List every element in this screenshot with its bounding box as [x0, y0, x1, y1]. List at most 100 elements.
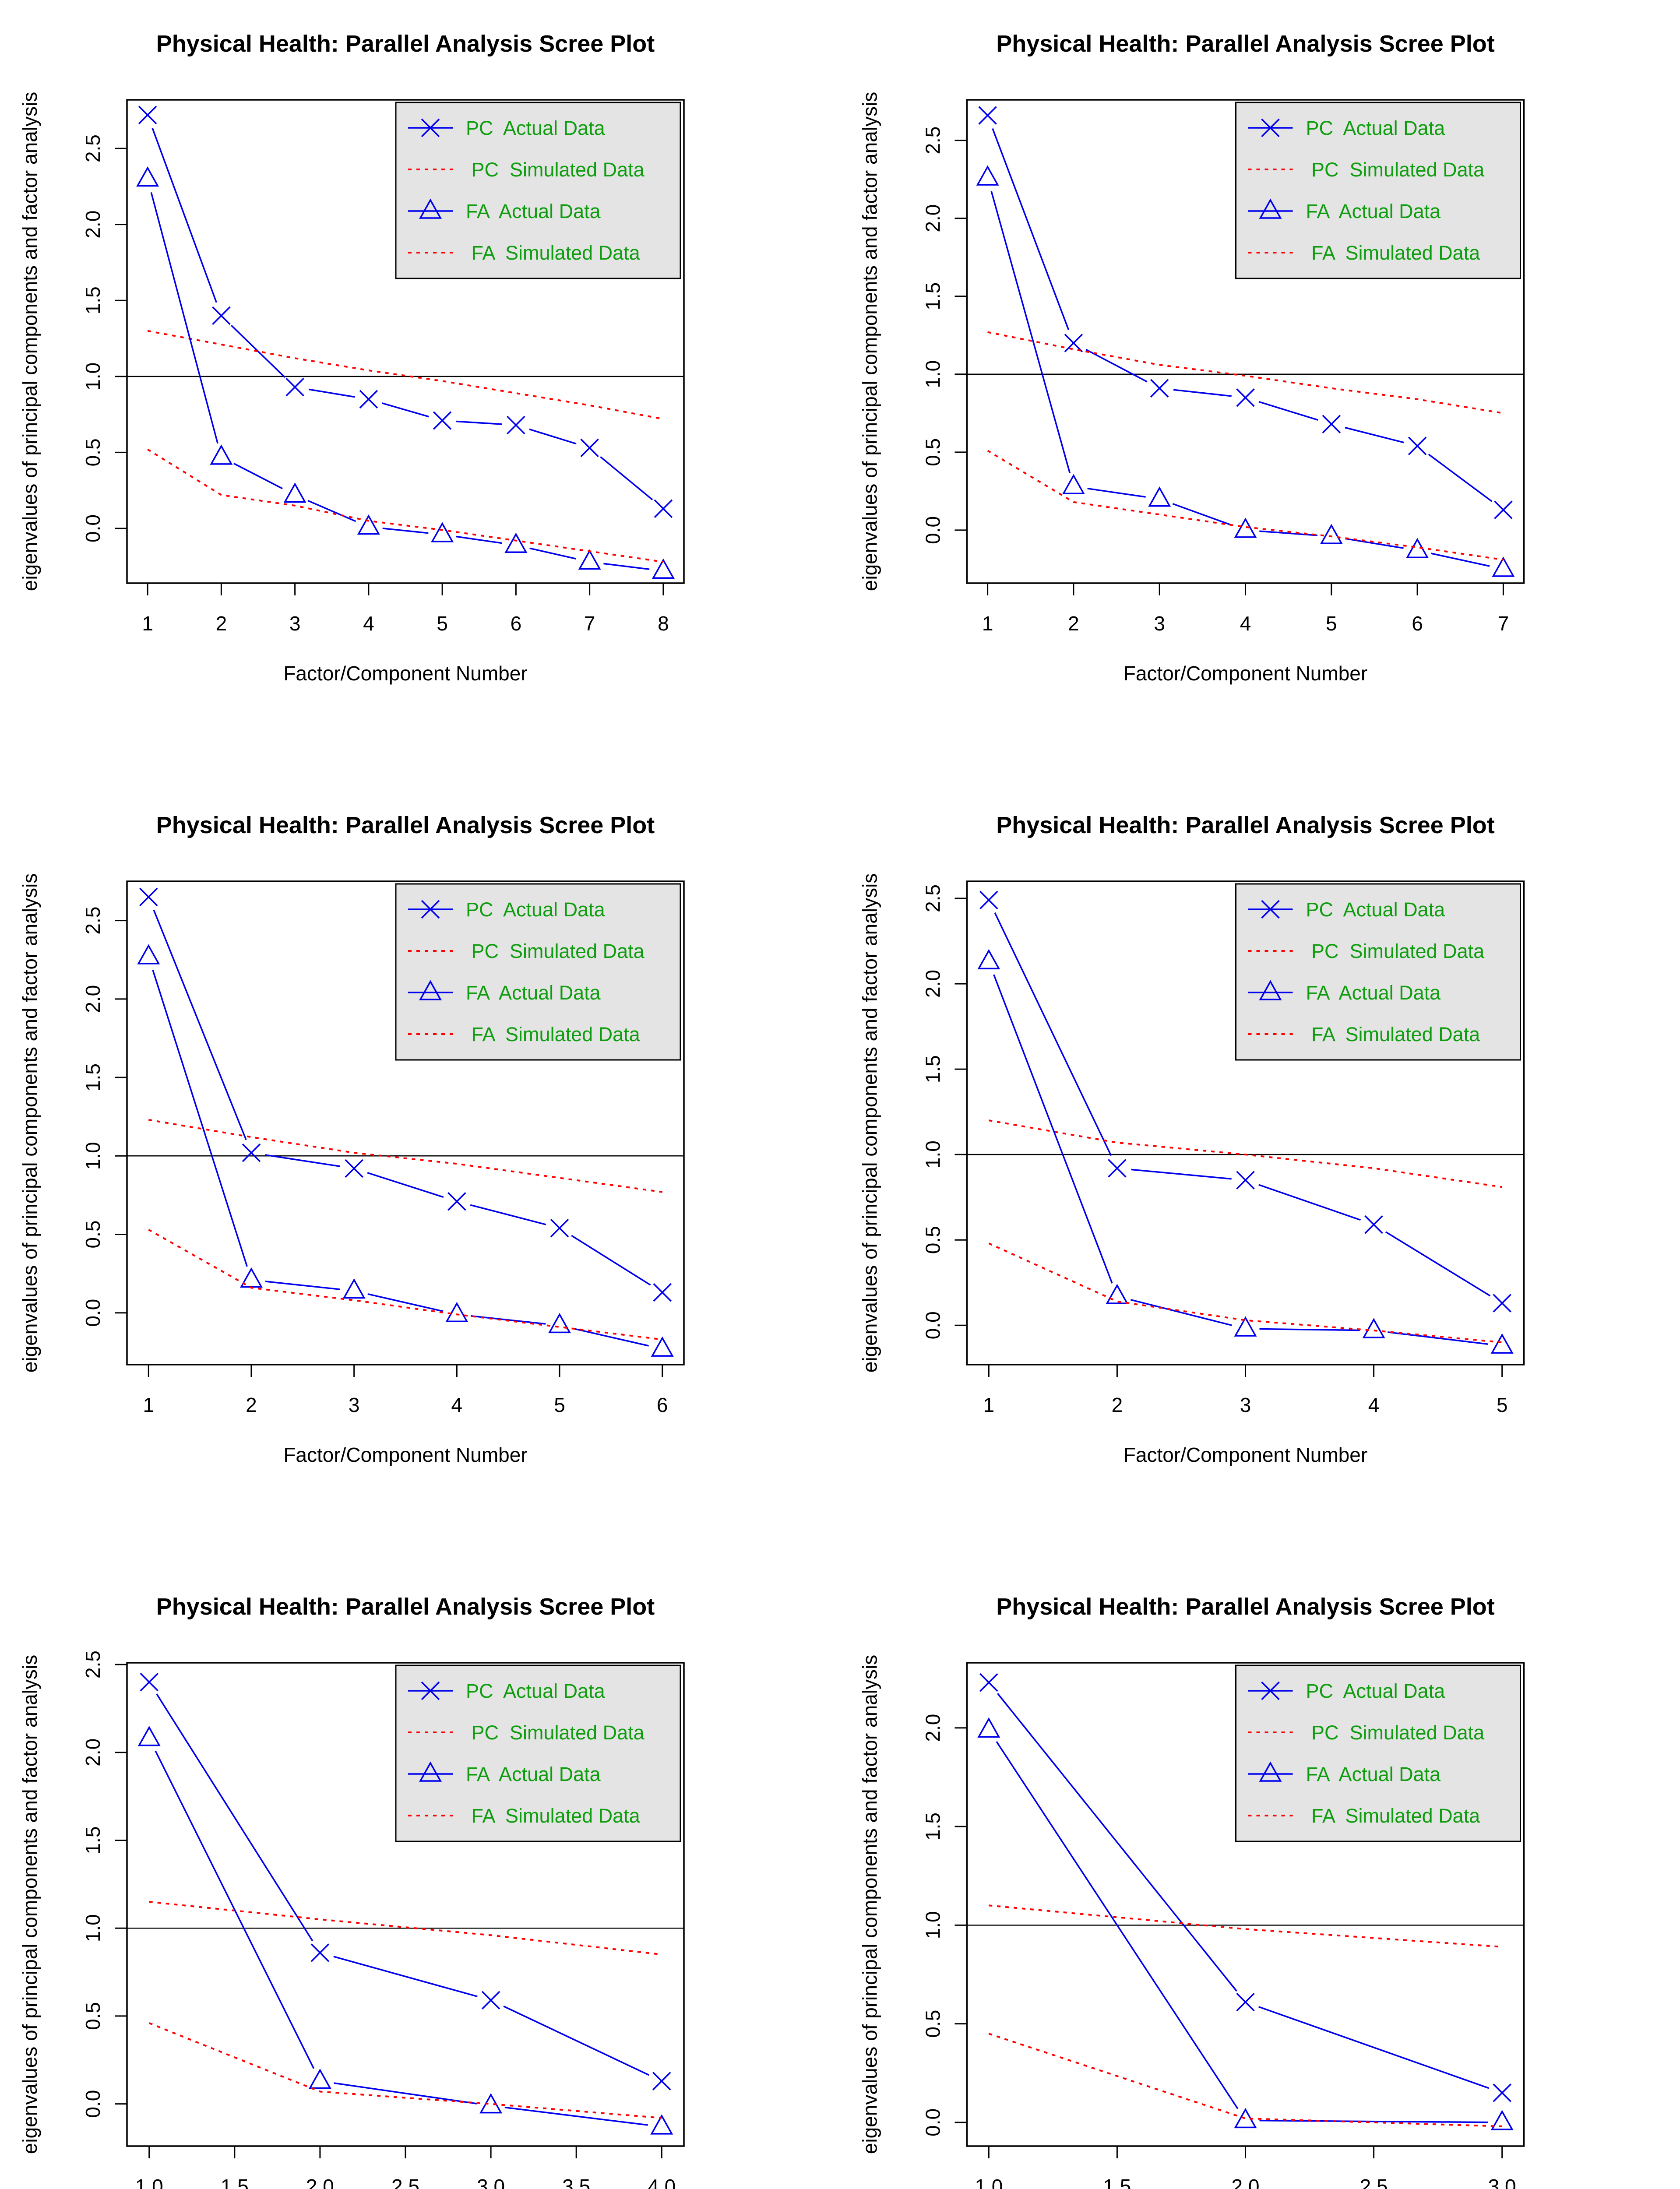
triangle-marker-fa-actual-data — [357, 514, 380, 535]
series-line-pc-simulated-data — [988, 1119, 1502, 1188]
y-tick-label: 1.5 — [922, 282, 944, 310]
x-tick-label: 7 — [1498, 612, 1509, 635]
triangle-marker-fa-actual-data — [1406, 538, 1429, 558]
x-marker-pc-actual-data — [507, 415, 525, 435]
plot-area-border — [966, 1662, 1525, 2147]
x-tick-label: 1 — [142, 612, 153, 635]
x-tick-label: 3 — [1240, 1394, 1251, 1416]
legend-label-fa-simulated-data: FA Simulated Data — [1306, 1023, 1481, 1045]
scree-plot-cell-4: Physical Health: Parallel Analysis Scree… — [840, 781, 1680, 1563]
series-segment-pc-actual-data — [470, 1204, 546, 1225]
y-tick-label: 2.5 — [922, 884, 944, 912]
series-segment-pc-actual-data — [600, 456, 653, 500]
legend-label-pc-actual-data: PC Actual Data — [466, 117, 606, 139]
legend: PC Actual Data PC Simulated Data FA Actua… — [1235, 1665, 1521, 1842]
triangle-marker-fa-actual-data — [137, 1726, 161, 1746]
legend: PC Actual Data PC Simulated Data FA Actua… — [395, 1665, 681, 1842]
x-tick-label: 1.0 — [135, 2175, 163, 2189]
series-fa-actual-data — [136, 166, 675, 579]
legend: PC Actual Data PC Simulated Data FA Actua… — [395, 883, 681, 1061]
scree-plot-svg-4-factors: Physical Health: Parallel Analysis Scree… — [18, 1594, 685, 2189]
scree-plot-cell-6: Physical Health: Parallel Analysis Scree… — [840, 1563, 1680, 2189]
series-segment-pc-actual-data — [1085, 348, 1148, 383]
series-segment-pc-actual-data — [1131, 1168, 1232, 1180]
series-segment-pc-actual-data — [308, 388, 355, 398]
series-line-fa-simulated-data — [988, 1242, 1502, 1344]
x-tick-label: 2 — [246, 1394, 257, 1416]
y-tick-label: 0.0 — [922, 1311, 944, 1339]
y-tick-label: 1.5 — [81, 286, 104, 314]
y-axis-label: eigenvalues of principal components and … — [859, 92, 881, 591]
x-tick-label: 3 — [289, 612, 301, 635]
y-axis-label: eigenvalues of principal components and … — [859, 1655, 881, 2154]
y-tick-label: 2.0 — [922, 1714, 944, 1742]
x-tick-label: 2.0 — [1232, 2175, 1260, 2189]
triangle-marker-fa-actual-data — [308, 2068, 331, 2089]
series-segment-pc-actual-data — [265, 1154, 341, 1167]
series-segment-fa-actual-data — [265, 1281, 341, 1290]
series-pc-actual-data — [979, 1673, 1511, 2102]
x-marker-pc-actual-data — [652, 2072, 671, 2090]
y-axis-label: eigenvalues of principal components and … — [859, 873, 881, 1373]
legend-label-fa-actual-data: FA Actual Data — [466, 1763, 601, 1785]
y-tick-label: 1.5 — [922, 1812, 944, 1841]
y-axis-label: eigenvalues of principal components and … — [18, 1655, 41, 2154]
triangle-marker-fa-actual-data — [977, 1717, 1000, 1738]
series-fa-simulated-data — [987, 450, 1504, 561]
x-axis-label: Factor/Component Number — [1124, 1443, 1367, 1466]
legend-box — [395, 1665, 681, 1842]
x-marker-legend-pc-actual-data — [421, 1681, 440, 1700]
y-tick-label: 2.0 — [922, 204, 944, 232]
y-tick-label: 1.0 — [922, 1911, 944, 1939]
y-tick-label: 0.0 — [922, 2108, 944, 2136]
x-tick-label: 5 — [437, 612, 448, 635]
series-segment-pc-actual-data — [333, 1956, 478, 1997]
triangle-marker-legend-fa-actual-data — [419, 980, 442, 1000]
series-line-fa-simulated-data — [147, 448, 664, 563]
chart-title: Physical Health: Parallel Analysis Scree… — [996, 31, 1495, 57]
series-fa-simulated-data — [988, 1242, 1502, 1344]
series-segment-pc-actual-data — [1345, 426, 1404, 443]
x-marker-pc-actual-data — [1236, 1171, 1255, 1190]
y-tick-label: 0.0 — [81, 514, 104, 542]
x-axis-label: Factor/Component Number — [283, 1443, 527, 1466]
series-segment-pc-actual-data — [1428, 454, 1493, 502]
series-line-fa-simulated-data — [987, 450, 1504, 561]
series-segment-fa-actual-data — [996, 1741, 1239, 2109]
series-segment-fa-actual-data — [573, 1327, 649, 1347]
series-pc-simulated-data — [987, 331, 1504, 414]
triangle-marker-fa-actual-data — [136, 166, 159, 187]
x-marker-pc-actual-data — [1364, 1215, 1383, 1234]
y-tick-label: 1.0 — [922, 360, 944, 388]
x-tick-label: 2.0 — [306, 2175, 334, 2189]
series-segment-pc-actual-data — [382, 402, 429, 418]
legend-label-pc-actual-data: PC Actual Data — [1306, 117, 1446, 139]
triangle-marker-fa-actual-data — [976, 165, 999, 186]
y-tick-label: 0.5 — [81, 2002, 104, 2030]
legend-label-fa-actual-data: FA Actual Data — [466, 200, 601, 222]
triangle-marker-fa-actual-data — [1320, 524, 1343, 544]
series-segment-fa-actual-data — [529, 547, 576, 560]
legend-label-pc-simulated-data: PC Simulated Data — [466, 940, 645, 962]
series-line-fa-simulated-data — [988, 2033, 1502, 2127]
x-tick-label: 6 — [657, 1394, 668, 1416]
x-marker-pc-actual-data — [1408, 436, 1427, 455]
scree-plot-svg-8-factors: Physical Health: Parallel Analysis Scree… — [18, 31, 685, 685]
series-segment-fa-actual-data — [367, 1293, 444, 1312]
legend-label-fa-actual-data: FA Actual Data — [1306, 1763, 1441, 1785]
y-tick-label: 1.0 — [922, 1140, 944, 1168]
x-marker-pc-actual-data — [1236, 1992, 1255, 2012]
x-marker-legend-pc-actual-data — [1261, 118, 1280, 137]
legend-box — [1235, 883, 1521, 1061]
x-tick-label: 5 — [1326, 612, 1337, 635]
plot-area-border — [126, 1662, 685, 2147]
x-marker-pc-actual-data — [1150, 379, 1169, 398]
y-tick-label: 1.0 — [81, 1142, 104, 1170]
x-marker-pc-actual-data — [1494, 500, 1513, 519]
x-tick-label: 3.5 — [562, 2175, 590, 2189]
plot-area-border — [126, 99, 685, 584]
legend-label-fa-simulated-data: FA Simulated Data — [466, 242, 641, 264]
series-segment-fa-actual-data — [150, 192, 218, 444]
x-marker-pc-actual-data — [481, 1991, 500, 2010]
x-marker-legend-pc-actual-data — [1261, 900, 1280, 919]
